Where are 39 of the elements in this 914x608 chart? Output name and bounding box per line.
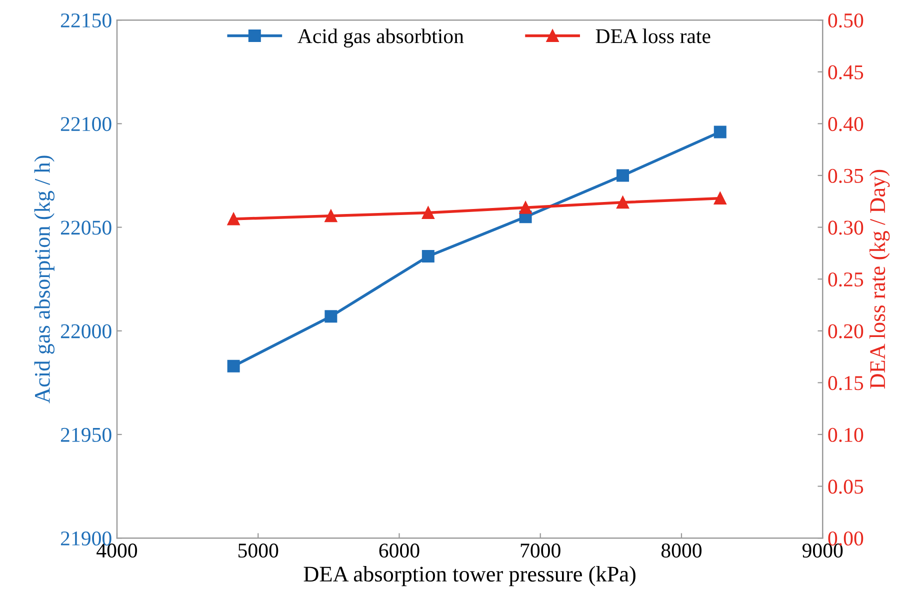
point: [227, 212, 240, 226]
x-tick-label: 7000: [520, 544, 560, 558]
y2-tick-label: 0.45: [828, 65, 864, 80]
x-tick-label: 9000: [802, 544, 843, 558]
y2-tick-label: 0.30: [828, 220, 864, 235]
point: [227, 360, 240, 372]
y-tick-label: 22150: [60, 13, 112, 28]
legend-label: DEA loss rate: [596, 28, 710, 44]
legend-label: Acid gas absorbtion: [298, 28, 464, 48]
y2-tick-label: 0.40: [828, 117, 864, 132]
x-axis-title: DEA absorption tower pressure (kPa): [304, 566, 636, 586]
point: [422, 206, 434, 220]
y-tick-label: 22050: [60, 220, 112, 235]
point: [324, 310, 338, 323]
point: [422, 250, 434, 263]
y2-tick-label: 0.25: [828, 272, 864, 287]
y-tick-label: 21950: [60, 428, 112, 442]
y2-tick-label: 0.15: [828, 376, 864, 390]
y-tick-label: 22000: [60, 324, 112, 338]
x-tick-label: 8000: [661, 544, 702, 558]
x-tick-label: 6000: [379, 544, 420, 558]
y2-tick-label: 0.10: [828, 428, 864, 442]
y2-tick-label: 0.20: [828, 324, 864, 338]
y2-tick-label: 0.50: [828, 13, 864, 28]
y-tick-label: 22100: [60, 117, 112, 132]
point: [616, 196, 630, 209]
point: [324, 210, 338, 222]
y2-tick-label: 0.05: [828, 480, 864, 494]
y2-tick-label: 0.35: [828, 168, 864, 183]
x-tick-label: 4000: [96, 544, 138, 558]
point: [519, 201, 532, 214]
y2-tick-label: 0.00: [828, 531, 864, 546]
point: [714, 192, 726, 205]
y2-axis-title: DEA loss rate (kg / Day): [869, 170, 890, 389]
point: [616, 169, 630, 182]
x-tick-label: 5000: [238, 544, 278, 558]
point: [714, 126, 726, 138]
y-axis-title: Acid gas absorption (kg / h): [34, 156, 54, 404]
y-tick-label: 21900: [60, 531, 112, 546]
